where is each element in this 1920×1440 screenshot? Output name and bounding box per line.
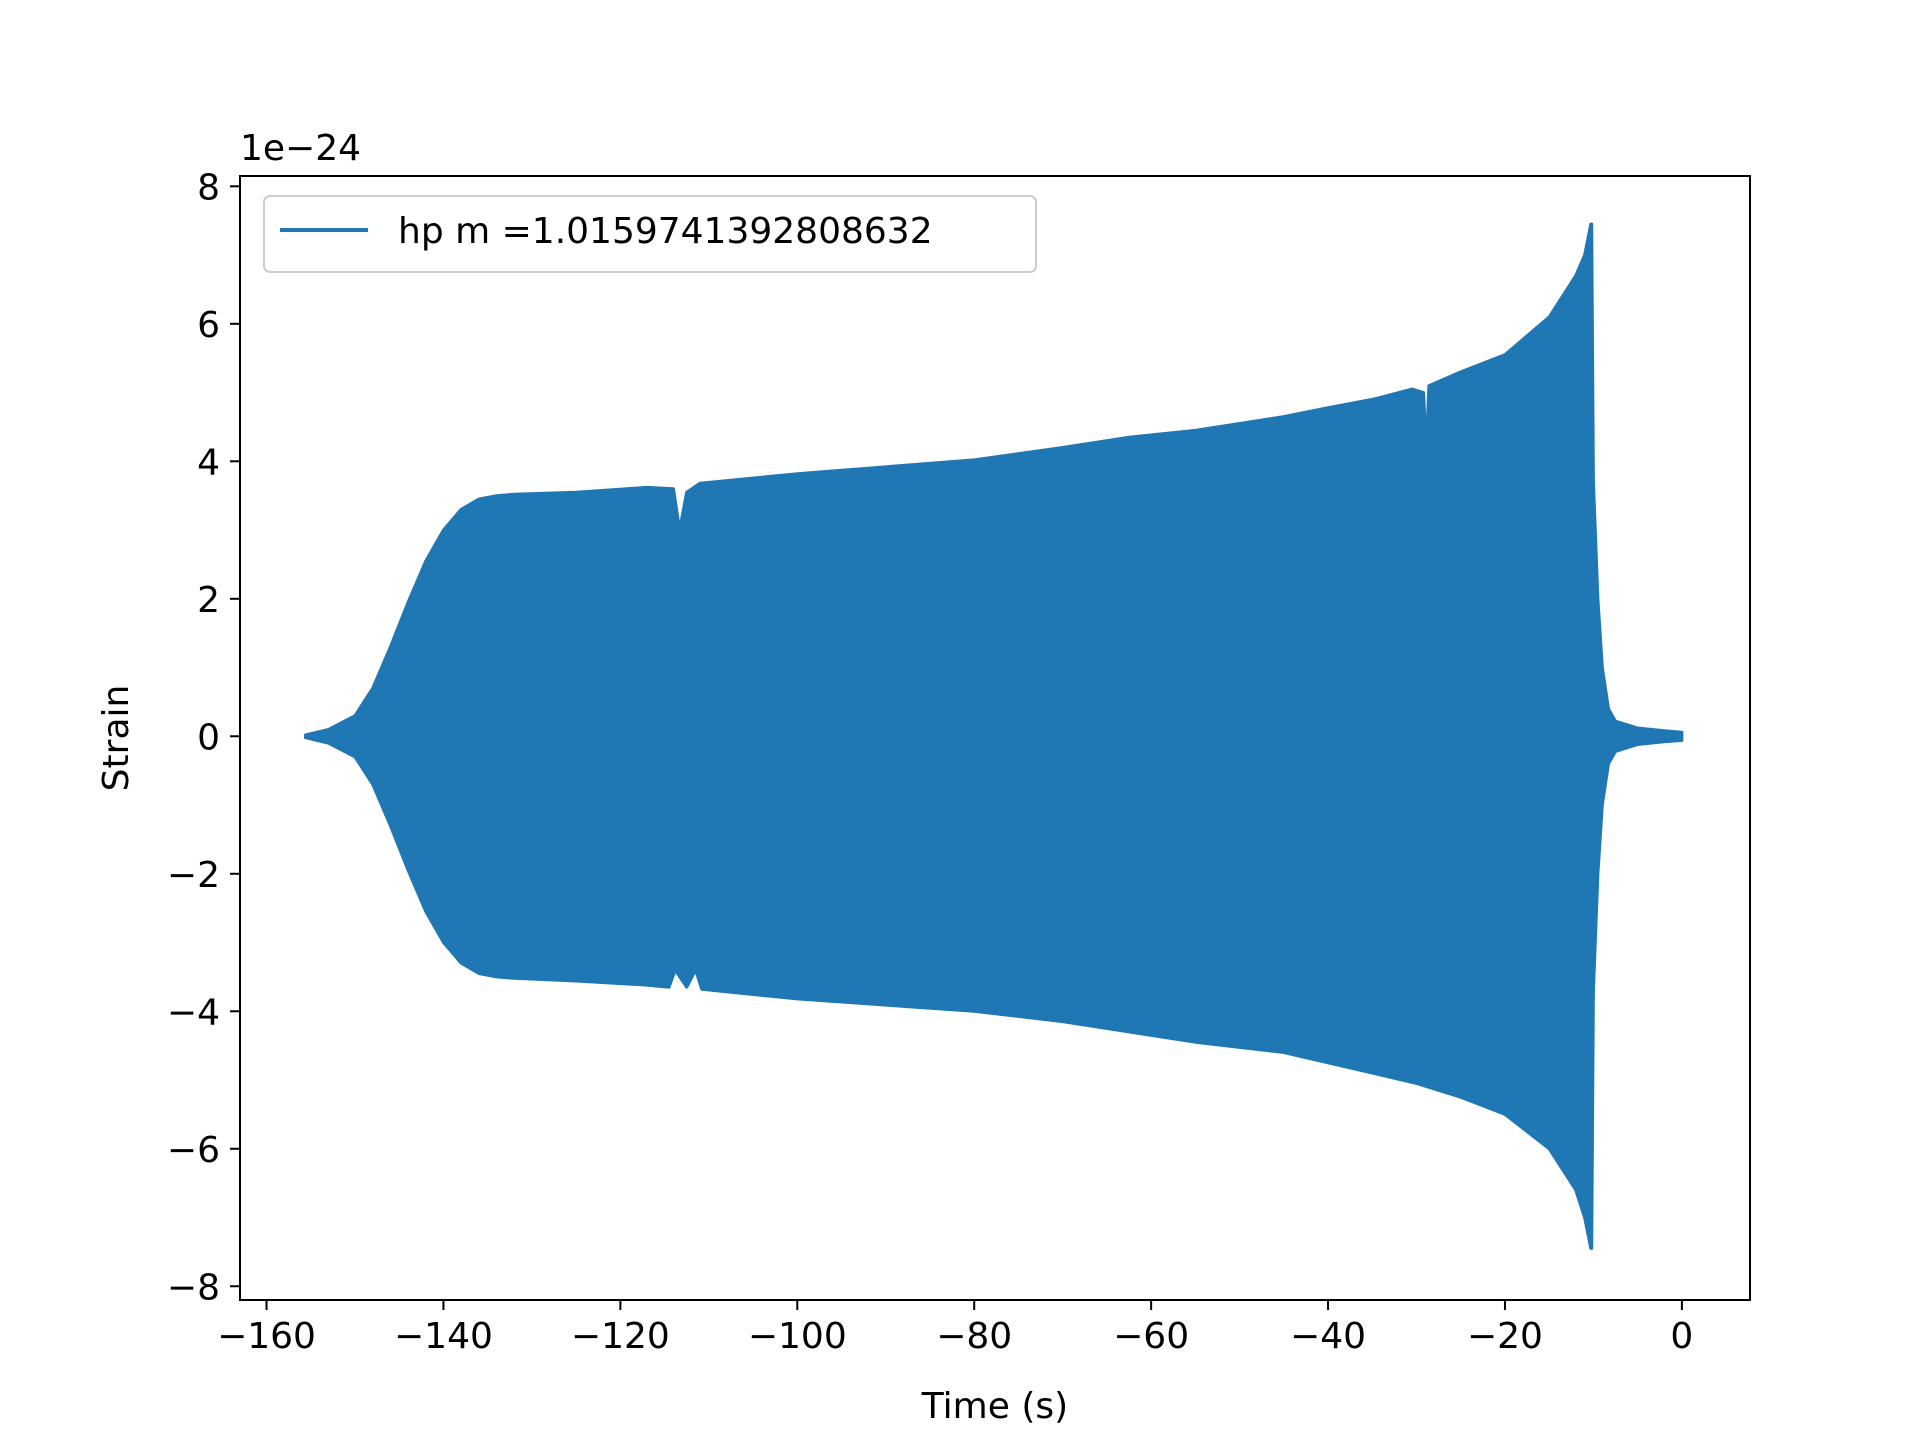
x-tick-label: −140 — [394, 1316, 493, 1357]
y-tick-label: 8 — [197, 167, 220, 208]
y-tick-label: −4 — [167, 992, 220, 1033]
x-axis: −160 −140 −120 −100 −80 −60 −40 −20 0 — [217, 1300, 1693, 1357]
plot-area — [304, 222, 1684, 1250]
legend: hp m =1.0159741392808632 — [263, 195, 1037, 273]
legend-entry-label: hp m =1.0159741392808632 — [398, 211, 933, 252]
y-tick-label: −2 — [167, 855, 220, 896]
y-tick-label: 4 — [197, 442, 220, 483]
y-tick-label: −8 — [167, 1267, 220, 1308]
series-waveform — [304, 222, 1684, 1250]
y-tick-label: −6 — [167, 1130, 220, 1171]
x-tick-label: −20 — [1467, 1316, 1543, 1357]
x-axis-label: Time (s) — [921, 1386, 1068, 1427]
y-tick-label: 2 — [197, 580, 220, 621]
legend-box — [263, 195, 1037, 273]
x-tick-label: −60 — [1113, 1316, 1189, 1357]
x-tick-label: −80 — [936, 1316, 1012, 1357]
y-axis-label: Strain — [96, 685, 137, 792]
x-tick-label: −100 — [748, 1316, 847, 1357]
axes-frame — [239, 175, 1751, 1301]
y-axis-offset-label: 1e−24 — [240, 128, 361, 169]
y-tick-label: 6 — [197, 305, 220, 346]
y-tick-label: 0 — [197, 717, 220, 758]
x-tick-label: −120 — [571, 1316, 670, 1357]
x-tick-label: −160 — [217, 1316, 316, 1357]
x-tick-label: −40 — [1290, 1316, 1366, 1357]
x-tick-label: 0 — [1670, 1316, 1693, 1357]
y-axis: −8 −6 −4 −2 0 2 4 6 8 — [167, 167, 240, 1308]
